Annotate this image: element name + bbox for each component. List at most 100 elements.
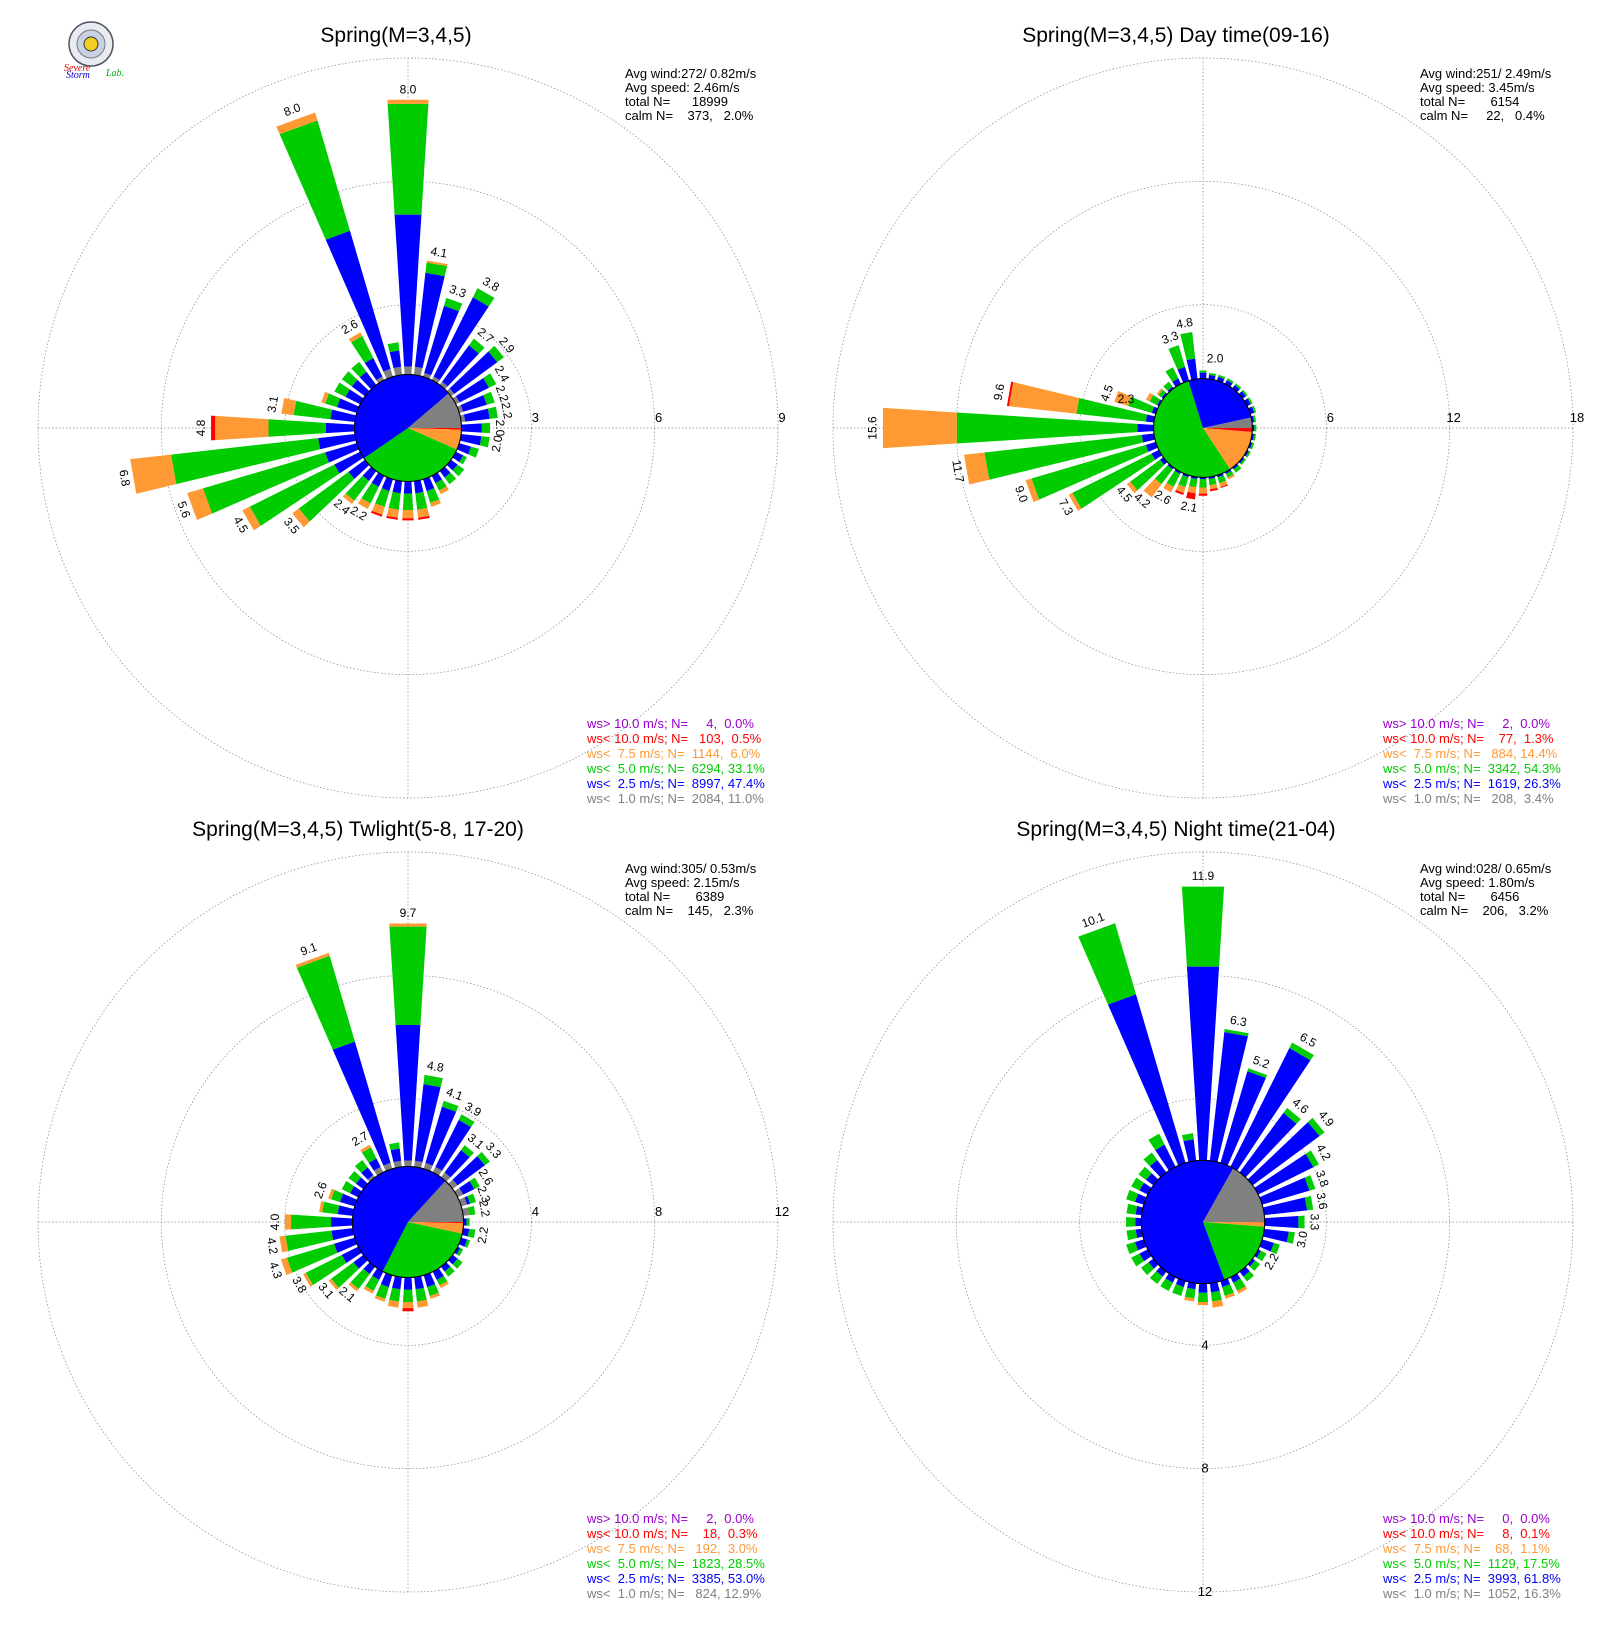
legend-entry-lt10: ws< 10.0 m/s; N= 103, 0.5% (586, 731, 762, 746)
wind-bar-130-lt5 (1249, 1260, 1261, 1271)
wind-bar-0-lt7_5 (389, 923, 427, 927)
wind-bar-320-lt2_5 (1149, 1159, 1167, 1178)
wind-bar-230-lt2_5 (348, 459, 370, 480)
panel-title: Spring(M=3,4,5) Night time(21-04) (1016, 818, 1335, 841)
wind-bar-320-lt5 (351, 361, 367, 378)
wind-bar-90-lt5 (1298, 1215, 1305, 1229)
wind-bar-260-lt2_5 (318, 433, 357, 450)
wind-bar-200-lt7_5 (371, 503, 385, 515)
wind-bar-150-lt2_5 (432, 1268, 444, 1280)
wind-bar-180-lt5 (1199, 479, 1207, 488)
wind-bar-130-lt2_5 (1247, 1258, 1256, 1267)
wind-bar-220-lt7_5 (348, 1282, 359, 1292)
wind-bar-190-lt2_5 (392, 479, 403, 494)
wind-bar-230-lt5 (1140, 1262, 1154, 1276)
wind-bar-240-lt5 (1072, 453, 1156, 509)
wind-bar-100-lt2_5 (1250, 433, 1255, 441)
wind-bar-190-lt7_5 (1184, 1296, 1195, 1302)
wind-bar-80-lt5 (487, 406, 498, 419)
bar-value-label: 15.6 (866, 416, 880, 440)
wind-bar-30-lt5 (1226, 378, 1234, 384)
bar-value-label: 4.5 (1097, 382, 1116, 403)
wind-bar-300-lt7_5 (1145, 392, 1154, 402)
wind-bar-50-lt2_5 (452, 1156, 485, 1186)
wind-bar-90-lt5 (466, 1218, 470, 1226)
wind-bar-330-lt5 (351, 335, 374, 363)
wind-rose-panel-4: 481211.96.35.26.54.64.94.23.83.63.33.02.… (832, 818, 1574, 1601)
wind-bar-50-lt5 (1307, 1117, 1325, 1137)
wind-bar-190-lt5 (389, 1287, 401, 1302)
wind-bar-350-lt2_5 (389, 350, 402, 369)
wind-bar-330-lt5 (361, 1147, 377, 1163)
bar-value-label: 6.5 (1297, 1030, 1319, 1051)
wind-rose-panel-1: 3 6 98.04.13.3 3.82.7 2.92.42.22.22.02.02.22… (37, 24, 786, 806)
wind-bar-280-lt2_5 (1135, 1206, 1144, 1216)
legend-entry-lt2_5: ws< 2.5 m/s; N= 1619, 26.3% (1382, 776, 1561, 791)
wind-bar-10-lt7_5 (426, 260, 448, 267)
bar-value-label: 2.6 (311, 1180, 330, 1201)
wind-bar-100-lt2_5 (461, 1228, 470, 1237)
wind-bar-280-lt5 (293, 400, 333, 420)
wind-bar-320-lt5 (1163, 381, 1173, 391)
wind-bar-220-lt5 (345, 475, 369, 501)
wind-bar-240-lt2_5 (334, 451, 364, 474)
bar-value-label: 11.7 (949, 459, 967, 484)
wind-bar-90-lt2_5 (1264, 1215, 1299, 1229)
wind-bar-260-lt5 (984, 434, 1144, 480)
wind-bar-130-lt5 (1240, 458, 1247, 465)
wind-bar-240-lt5 (249, 464, 340, 526)
stat-line: calm N= 145, 2.3% (625, 903, 754, 918)
wind-bar-40-lt5 (1283, 1107, 1301, 1124)
wind-bar-60-lt2_5 (1244, 398, 1251, 407)
bar-value-label: 2.0 (1207, 352, 1224, 366)
wind-bar-170-lt7_5 (1211, 1299, 1224, 1308)
wind-bar-350-lt5 (387, 342, 400, 353)
wind-bar-270-lt7_5 (215, 415, 269, 441)
legend-entry-calm_lt1: ws< 1.0 m/s; N= 824, 12.9% (586, 1586, 762, 1601)
wind-bar-340-lt2_5 (332, 1041, 391, 1166)
wind-bar-210-lt5 (361, 482, 379, 504)
bar-value-label: 9.6 (991, 382, 1008, 401)
wind-bar-60-lt5 (1247, 397, 1253, 405)
wind-bar-130-lt5 (452, 1258, 463, 1269)
wind-bar-270-lt2_5 (1135, 1217, 1142, 1227)
wind-bar-150-lt5 (436, 1275, 448, 1286)
bar-value-label: 9.7 (400, 906, 417, 920)
bar-value-label: 3.9 (462, 1099, 484, 1120)
wind-bar-240-lt2_5 (1151, 449, 1162, 460)
wind-bar-170-lt5 (415, 1287, 427, 1302)
wind-bar-180-lt5 (402, 493, 414, 511)
ring-label: 8 (655, 1204, 662, 1219)
wind-bar-70-lt5 (1251, 405, 1257, 413)
wind-bar-280-lt7_5 (281, 398, 297, 416)
wind-bar-270-lt5 (956, 412, 1138, 444)
wind-bar-170-lt5 (415, 491, 428, 510)
bar-value-label: 9.1 (298, 940, 319, 959)
wind-bar-220-lt7_5 (1143, 478, 1162, 498)
wind-bar-280-lt5 (322, 1201, 340, 1215)
wind-bar-180-lt5 (402, 1289, 414, 1303)
wind-bar-80-lt5 (1304, 1195, 1314, 1211)
wind-bar-210-lt7_5 (357, 498, 371, 510)
legend-entry-lt2_5: ws< 2.5 m/s; N= 8997, 47.4% (586, 776, 765, 791)
wind-bar-70-lt5 (483, 391, 495, 405)
wind-bar-250-lt2_5 (1134, 1239, 1147, 1251)
wind-bar-140-lt2_5 (440, 1262, 451, 1272)
wind-bar-190-lt2_5 (1190, 475, 1198, 480)
wind-bar-240-lt7_5 (242, 506, 261, 531)
wind-bar-220-lt2_5 (1167, 463, 1174, 470)
wind-bar-100-lt2_5 (1262, 1228, 1289, 1243)
wind-bar-290-lt7_5 (321, 391, 329, 404)
wind-bar-160-lt5 (427, 1284, 439, 1296)
wind-bar-210-lt7_5 (363, 1286, 374, 1294)
wind-bar-300-lt2_5 (1156, 399, 1162, 407)
wind-bar-0-lt7_5 (387, 99, 429, 104)
wind-bar-180-lt5 (1197, 1292, 1209, 1303)
wind-bar-100-lt5 (1252, 433, 1257, 441)
wind-bar-190-lt5 (388, 491, 401, 510)
bar-value-label: 4.2 (1313, 1142, 1334, 1164)
wind-bar-180-lt7_5 (402, 510, 414, 519)
legend-entry-lt7_5: ws< 7.5 m/s; N= 884, 14.4% (1382, 746, 1558, 761)
wind-bar-100-lt5 (479, 436, 490, 448)
wind-bar-170-lt5 (1210, 1290, 1222, 1302)
